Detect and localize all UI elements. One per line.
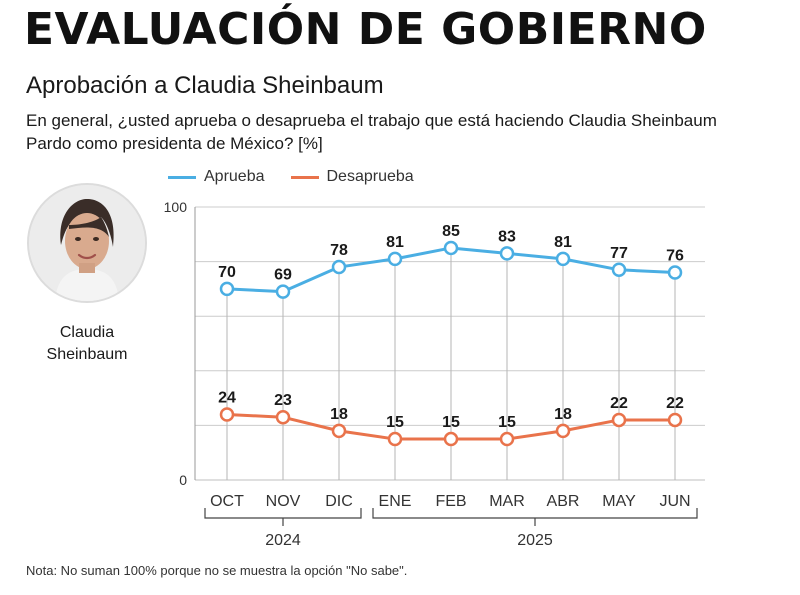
page-title: EVALUACIÓN DE GOBIERNO <box>24 4 707 55</box>
data-label: 15 <box>498 414 516 431</box>
data-point-disapprove <box>387 431 403 447</box>
data-label: 69 <box>274 267 292 284</box>
y-tick-label: 0 <box>179 472 187 488</box>
data-point-disapprove <box>331 423 347 439</box>
data-label: 78 <box>330 242 348 259</box>
data-point-approve <box>331 259 347 275</box>
data-label: 70 <box>218 264 236 281</box>
x-tick-label: ABR <box>547 493 580 510</box>
data-label: 76 <box>666 248 684 265</box>
data-label: 22 <box>666 395 684 412</box>
data-label: 18 <box>330 406 348 423</box>
x-tick-label: OCT <box>210 493 244 510</box>
data-point-disapprove <box>499 431 515 447</box>
data-label: 15 <box>442 414 460 431</box>
legend-swatch-approve <box>168 175 196 179</box>
data-label: 15 <box>386 414 404 431</box>
x-tick-label: JUN <box>659 493 690 510</box>
year-label: 2024 <box>265 532 301 549</box>
data-point-approve <box>555 251 571 267</box>
portrait-illustration <box>29 185 145 301</box>
data-point-approve <box>667 265 683 280</box>
data-point-approve <box>499 246 515 261</box>
data-point-approve <box>387 251 403 267</box>
legend-label-approve: Aprueba <box>204 168 265 185</box>
data-point-approve <box>611 262 627 278</box>
data-point-disapprove <box>219 407 235 422</box>
data-point-approve <box>443 240 459 256</box>
data-label: 81 <box>386 234 404 251</box>
chart-legend: Aprueba Desaprueba <box>168 168 414 186</box>
data-label: 81 <box>554 234 572 251</box>
x-tick-label: FEB <box>435 493 466 510</box>
avatar <box>27 183 147 303</box>
person-name: Claudia Sheinbaum <box>27 322 147 366</box>
year-bracket <box>372 508 698 519</box>
data-point-disapprove <box>611 412 627 428</box>
legend-item-approve: Aprueba <box>168 168 265 186</box>
data-point-disapprove <box>555 423 571 439</box>
person-name-line1: Claudia <box>59 324 115 341</box>
legend-swatch-disapprove <box>290 175 319 179</box>
legend-item-disapprove: Desaprueba <box>290 168 414 186</box>
legend-label-disapprove: Desaprueba <box>326 168 414 185</box>
x-tick-label: MAY <box>602 493 636 510</box>
data-label: 24 <box>218 389 236 406</box>
data-point-approve <box>219 281 235 297</box>
x-tick-label: DIC <box>325 493 353 510</box>
data-point-disapprove <box>667 412 683 428</box>
y-tick-label: 100 <box>164 199 188 215</box>
data-point-disapprove <box>443 431 459 447</box>
person-name-line2: Sheinbaum <box>46 346 128 363</box>
survey-question: En general, ¿usted aprueba o desaprueba … <box>26 111 717 153</box>
footnote: Nota: No suman 100% porque no se muestra… <box>26 563 408 578</box>
data-label: 18 <box>554 406 572 423</box>
chart-subtitle: Aprobación a Claudia Sheinbaum <box>26 72 384 99</box>
data-label: 23 <box>274 392 292 409</box>
year-label: 2025 <box>517 532 553 549</box>
data-point-approve <box>275 284 291 299</box>
x-tick-label: MAR <box>489 493 525 510</box>
data-label: 85 <box>442 223 460 240</box>
x-tick-label: NOV <box>266 493 301 510</box>
data-point-disapprove <box>275 409 291 425</box>
data-label: 77 <box>610 245 628 262</box>
x-tick-label: ENE <box>379 493 412 510</box>
data-label: 22 <box>610 395 628 412</box>
data-label: 83 <box>498 228 516 245</box>
